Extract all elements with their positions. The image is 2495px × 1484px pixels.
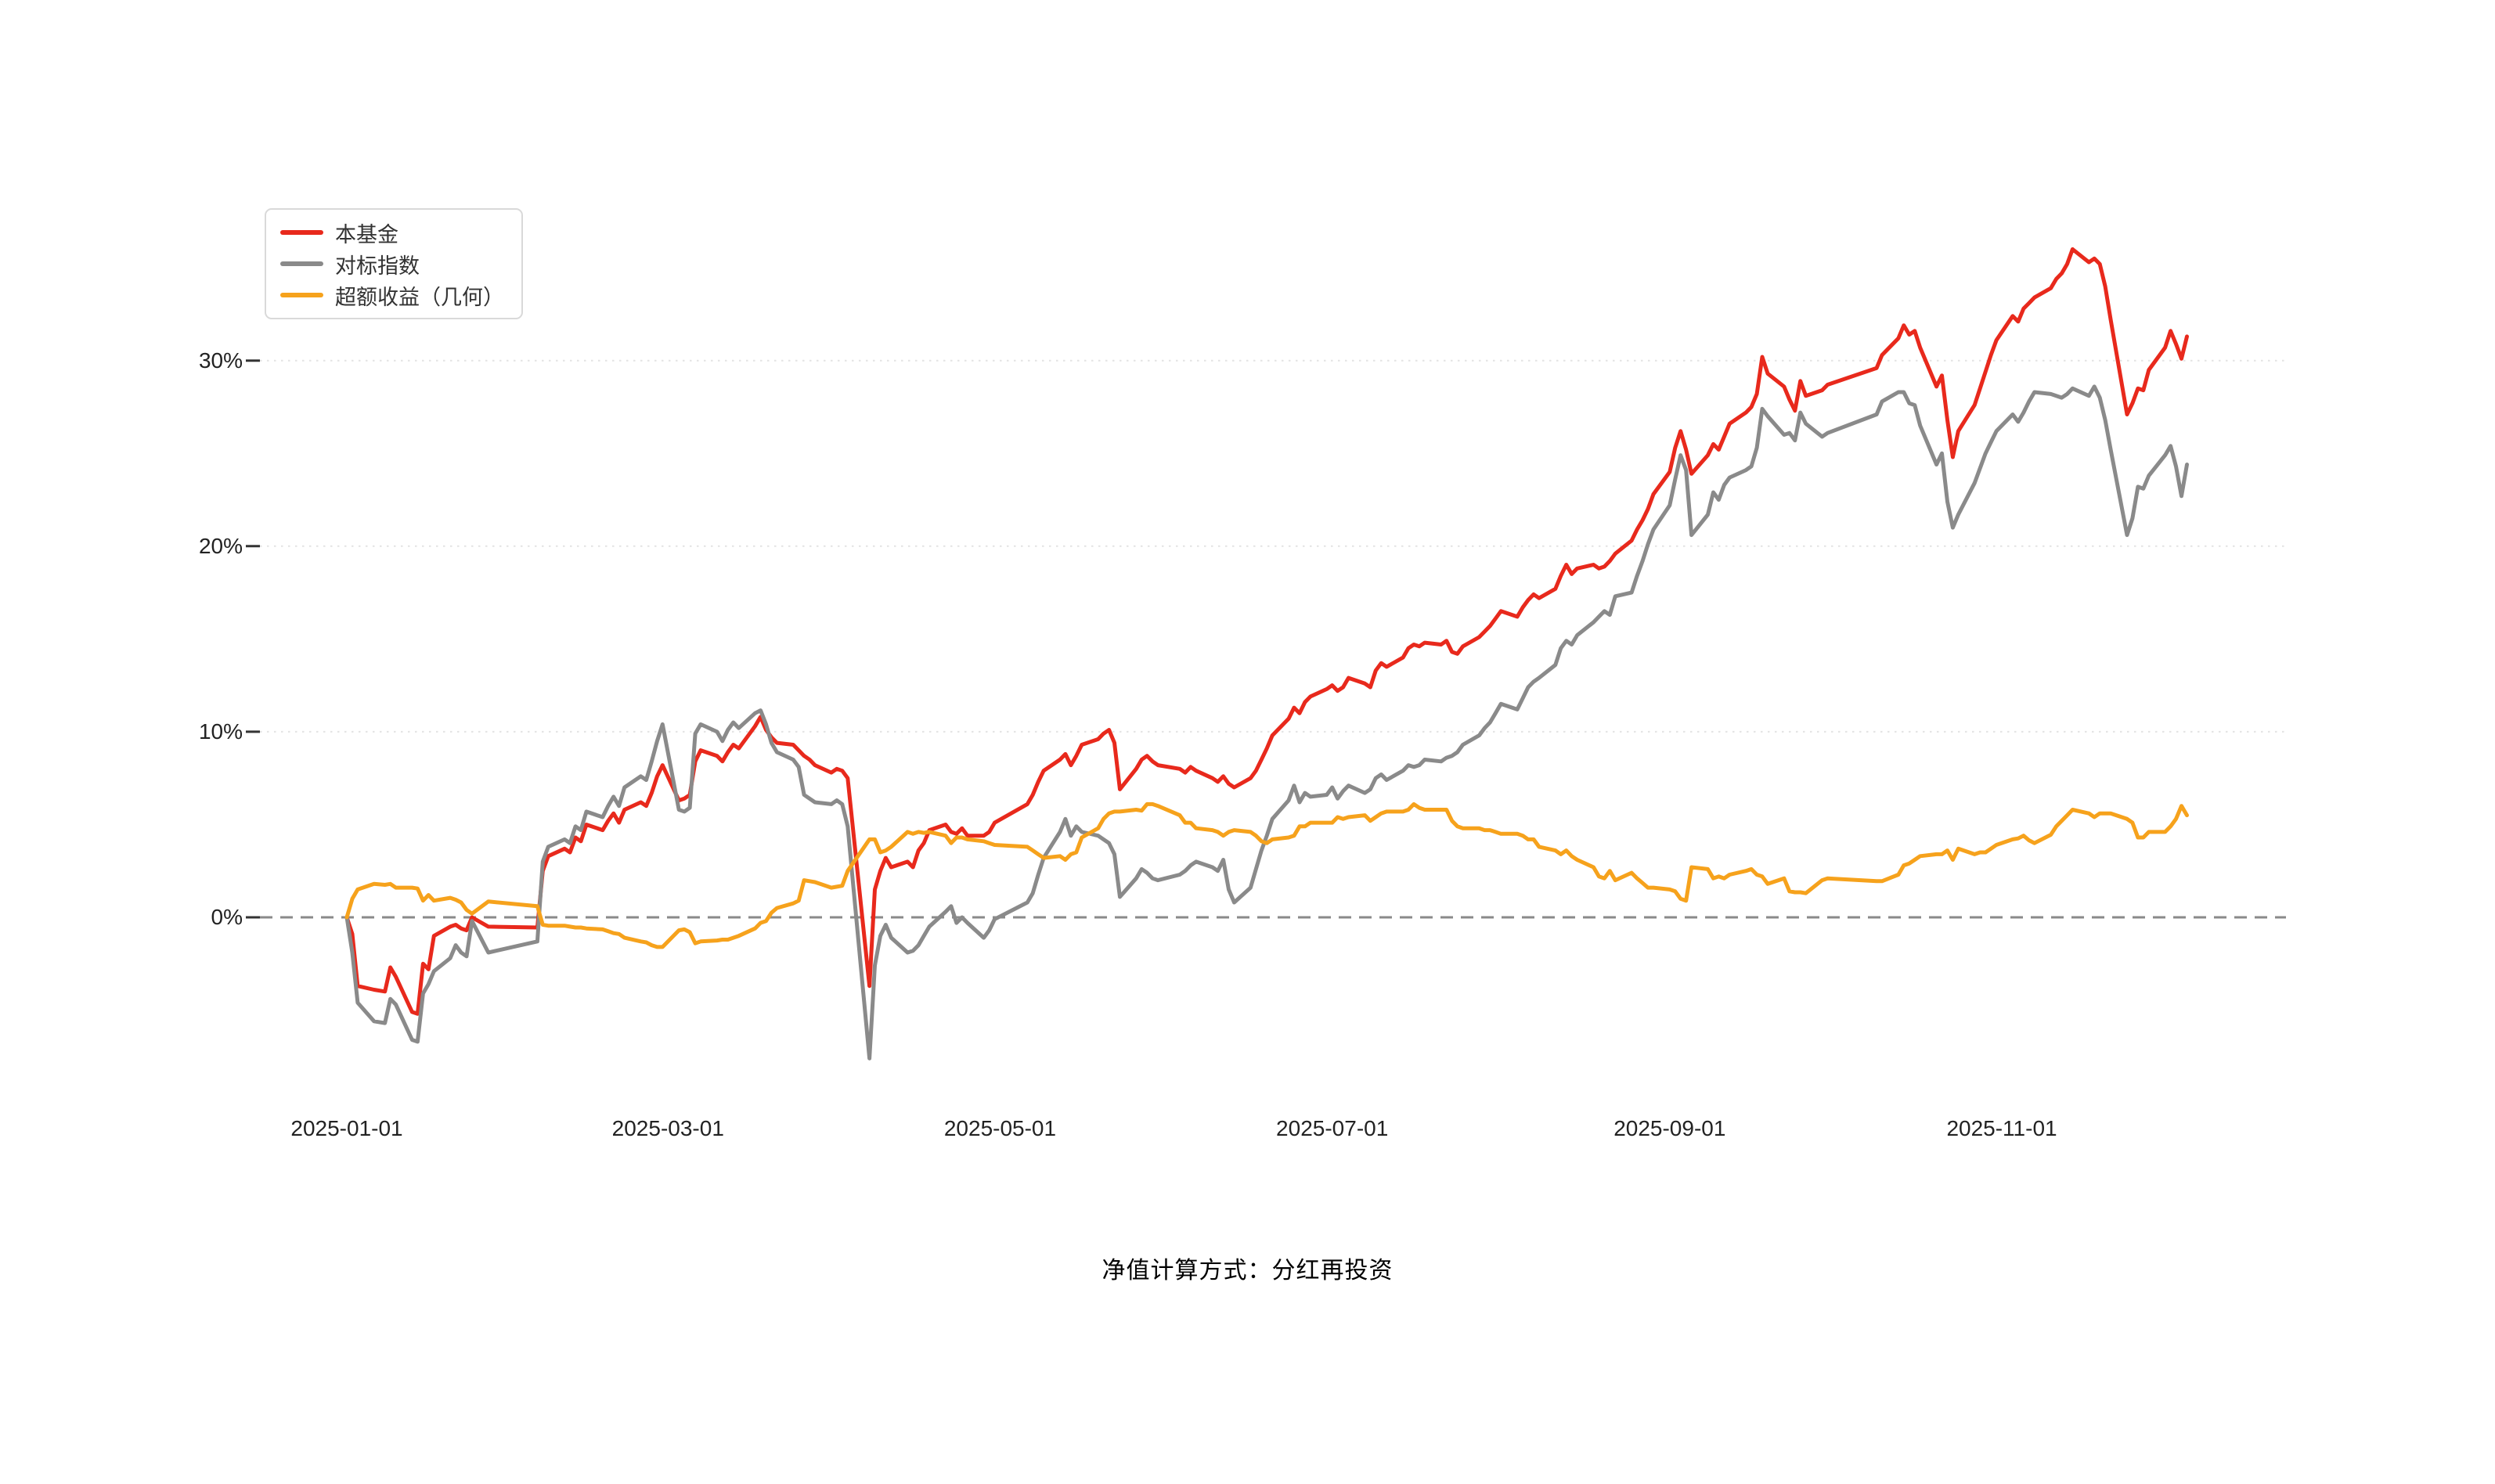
legend-label-benchmark: 对标指数 <box>335 254 420 278</box>
series-line-0 <box>344 247 2189 1016</box>
legend: 本基金 对标指数 超额收益（几何） <box>265 208 523 319</box>
x-tick-label: 2025-07-01 <box>1276 1116 1389 1140</box>
x-tick-label: 2025-03-01 <box>611 1116 724 1140</box>
excess-line-swatch <box>280 293 323 297</box>
legend-label-excess: 超额收益（几何） <box>335 285 504 309</box>
benchmark-line-swatch <box>280 261 323 266</box>
fund-line-swatch <box>280 230 323 235</box>
y-tick-label: 0% <box>211 905 243 929</box>
y-tick-label: 10% <box>198 719 243 744</box>
legend-item-excess[interactable]: 超额收益（几何） <box>280 282 504 309</box>
nav-calculation-note: 净值计算方式：分红再投资 <box>1101 1258 1394 1284</box>
legend-label-fund: 本基金 <box>335 222 398 247</box>
legend-item-fund[interactable]: 本基金 <box>280 219 504 247</box>
legend-item-benchmark[interactable]: 对标指数 <box>280 250 504 278</box>
x-tick-label: 2025-05-01 <box>943 1116 1057 1140</box>
y-tick-label: 30% <box>198 348 243 373</box>
series-line-2 <box>344 801 2189 949</box>
y-tick-label: 20% <box>198 533 243 558</box>
x-tick-label: 2025-01-01 <box>290 1116 403 1140</box>
x-tick-label: 2025-11-01 <box>1946 1116 2057 1140</box>
series-line-1 <box>344 384 2189 1061</box>
x-tick-label: 2025-09-01 <box>1613 1116 1726 1140</box>
